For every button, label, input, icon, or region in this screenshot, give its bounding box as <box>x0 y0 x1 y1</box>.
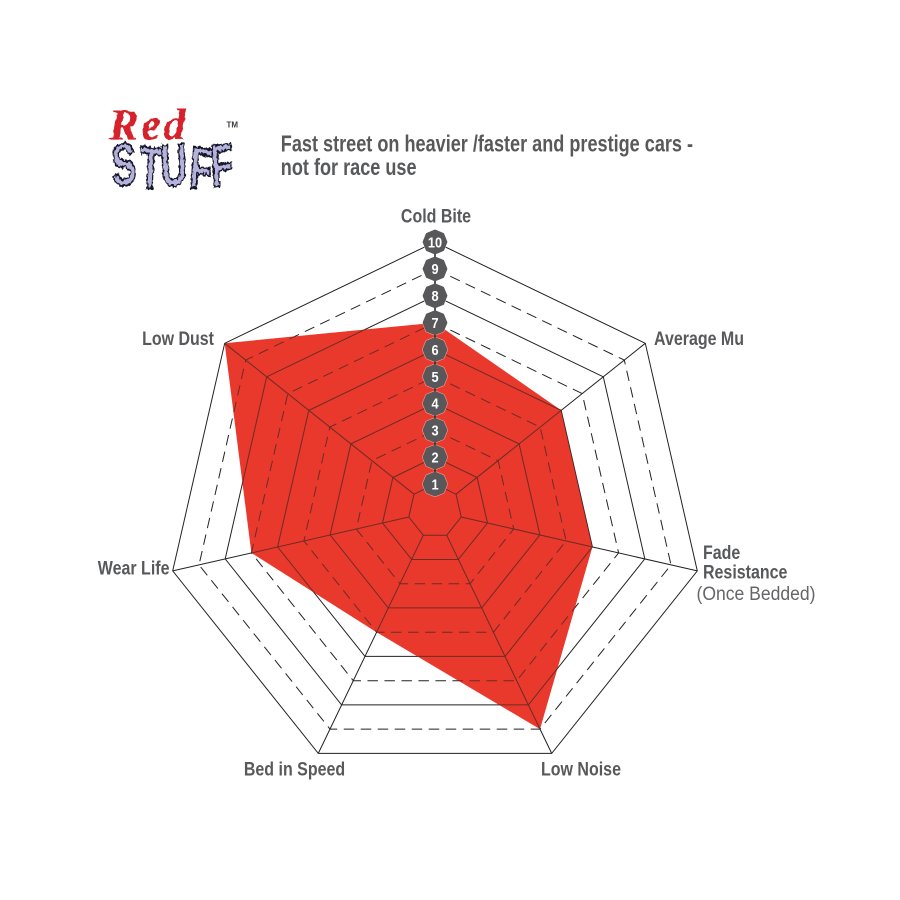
svg-text:Average Mu: Average Mu <box>654 328 744 350</box>
svg-text:TM: TM <box>227 121 239 130</box>
svg-text:Low Noise: Low Noise <box>541 758 621 780</box>
svg-text:not for race use: not for race use <box>281 155 417 181</box>
svg-text:Cold Bite: Cold Bite <box>401 205 471 227</box>
svg-text:Bed in Speed: Bed in Speed <box>244 758 345 780</box>
svg-text:2: 2 <box>431 448 438 465</box>
svg-text:STUFF: STUFF <box>110 130 236 204</box>
svg-text:7: 7 <box>431 314 438 331</box>
svg-text:4: 4 <box>431 395 438 412</box>
svg-text:Red: Red <box>108 100 188 150</box>
svg-text:Fast street on heavier /faster: Fast street on heavier /faster and prest… <box>281 131 693 157</box>
svg-text:Low Dust: Low Dust <box>142 328 214 350</box>
svg-text:Resistance: Resistance <box>703 561 787 583</box>
svg-text:Wear Life: Wear Life <box>98 557 170 579</box>
svg-text:Fade: Fade <box>703 542 740 564</box>
svg-text:9: 9 <box>431 260 438 277</box>
svg-text:10: 10 <box>428 233 442 250</box>
svg-text:3: 3 <box>431 422 438 439</box>
svg-text:5: 5 <box>431 368 438 385</box>
svg-text:(Once Bedded): (Once Bedded) <box>697 582 816 604</box>
svg-text:1: 1 <box>431 475 438 492</box>
svg-text:6: 6 <box>431 341 438 358</box>
svg-text:8: 8 <box>431 287 438 304</box>
